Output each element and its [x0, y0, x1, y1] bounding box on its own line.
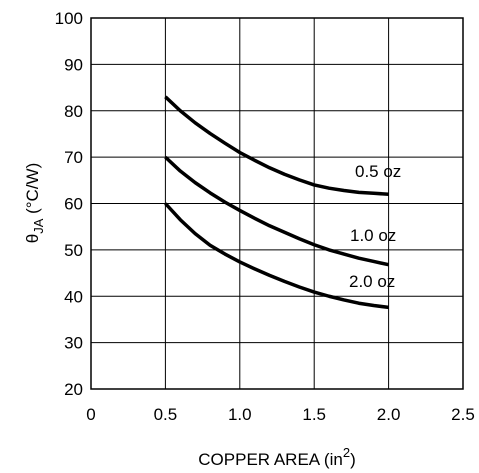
y-tick-label: 70: [64, 148, 83, 167]
x-tick-label: 2.5: [451, 405, 475, 424]
x-tick-label: 0: [86, 405, 95, 424]
x-tick-label: 2.0: [377, 405, 401, 424]
x-tick-label: 1.0: [228, 405, 252, 424]
plot-frame: [90, 17, 464, 390]
y-tick-label: 20: [64, 380, 83, 399]
series-line-1-0-oz: [164, 155, 389, 267]
y-tick-label: 30: [64, 334, 83, 353]
plot-border: [90, 17, 464, 390]
x-axis-title: COPPER AREA (in2): [198, 445, 355, 469]
series-labels: 0.5 oz 1.0 oz 2.0 oz: [349, 162, 401, 291]
y-tick-label: 100: [55, 9, 83, 28]
grid: [91, 18, 463, 389]
y-tick-label: 90: [64, 55, 83, 74]
x-tick-labels: 0 0.5 1.0 1.5 2.0 2.5: [86, 405, 475, 424]
series-line-0-5-oz: [164, 95, 389, 196]
y-axis-title-symbol: θ: [23, 234, 42, 243]
series-label: 2.0 oz: [349, 272, 395, 291]
x-tick-label: 1.5: [302, 405, 326, 424]
y-axis-title-subscript: JA: [31, 218, 46, 234]
y-axis-title: θJA (°C/W): [23, 163, 46, 244]
y-axis-title-unit: (°C/W): [23, 163, 42, 219]
series-line-2-0-oz: [164, 202, 389, 310]
y-tick-label: 60: [64, 195, 83, 214]
series-label: 0.5 oz: [355, 162, 401, 181]
y-tick-labels: 20 30 40 50 60 70 80 90 100: [55, 9, 83, 399]
y-tick-label: 40: [64, 287, 83, 306]
y-tick-label: 50: [64, 241, 83, 260]
x-axis-title-suffix: ): [350, 450, 356, 469]
x-axis-title-superscript: 2: [343, 445, 350, 460]
series-lines: [164, 95, 389, 310]
x-tick-label: 0.5: [154, 405, 178, 424]
x-axis-title-text: COPPER AREA (in: [198, 450, 343, 469]
y-tick-label: 80: [64, 102, 83, 121]
series-label: 1.0 oz: [350, 226, 396, 245]
